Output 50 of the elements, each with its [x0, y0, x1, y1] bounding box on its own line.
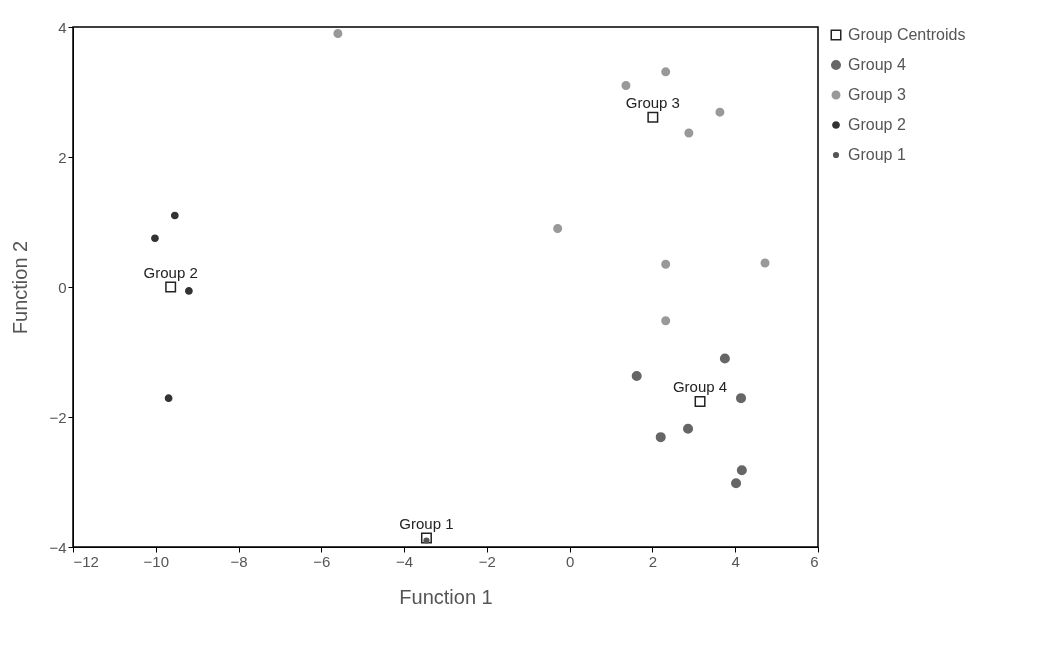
point — [164, 394, 173, 403]
point — [655, 432, 666, 443]
point — [661, 316, 671, 326]
point — [760, 258, 770, 268]
legend-label: Group 1 — [848, 146, 906, 163]
point — [333, 29, 343, 38]
x-tick-label: −2 — [478, 552, 496, 570]
point — [185, 287, 193, 295]
y-tick-label: 0 — [58, 278, 67, 296]
x-tick-label: 6 — [810, 552, 819, 570]
point — [694, 395, 706, 407]
legend-label: Group Centroids — [848, 26, 966, 43]
point — [621, 81, 631, 90]
annotation: Group 4 — [672, 378, 728, 396]
x-tick-label: −10 — [143, 552, 169, 570]
annotation: Group 3 — [625, 94, 680, 112]
x-tick-label: −12 — [73, 552, 99, 570]
point — [647, 111, 659, 123]
point — [731, 478, 742, 489]
point — [661, 259, 671, 269]
point — [715, 107, 725, 117]
point — [631, 371, 642, 382]
point — [553, 224, 563, 233]
legend-label: Group 4 — [848, 56, 906, 73]
point — [735, 393, 747, 404]
legend-label: Group 3 — [848, 86, 906, 103]
point — [684, 128, 694, 138]
x-tick-label: −8 — [230, 552, 248, 570]
y-tick-label: −2 — [49, 408, 67, 426]
legend-label: Group 2 — [848, 116, 906, 133]
annotation: Group 2 — [143, 264, 198, 281]
point — [683, 423, 694, 434]
point — [719, 353, 730, 364]
point — [736, 465, 747, 476]
y-tick-label: 2 — [58, 148, 67, 166]
point — [170, 211, 179, 220]
x-tick-label: −6 — [313, 552, 331, 570]
annotation: Group 1 — [399, 514, 454, 532]
x-tick-label: 0 — [565, 552, 575, 570]
x-tick-label: 2 — [648, 552, 658, 570]
point — [420, 532, 432, 544]
x-tick-label: −4 — [396, 552, 414, 570]
y-axis-title: Function 2 — [9, 240, 32, 335]
point — [661, 67, 671, 77]
y-tick-label: −4 — [49, 538, 67, 556]
x-axis-title: Function 1 — [399, 585, 493, 608]
y-tick-label: 4 — [58, 18, 67, 36]
x-tick-label: 4 — [731, 552, 740, 570]
point — [151, 234, 159, 243]
point — [165, 281, 177, 293]
